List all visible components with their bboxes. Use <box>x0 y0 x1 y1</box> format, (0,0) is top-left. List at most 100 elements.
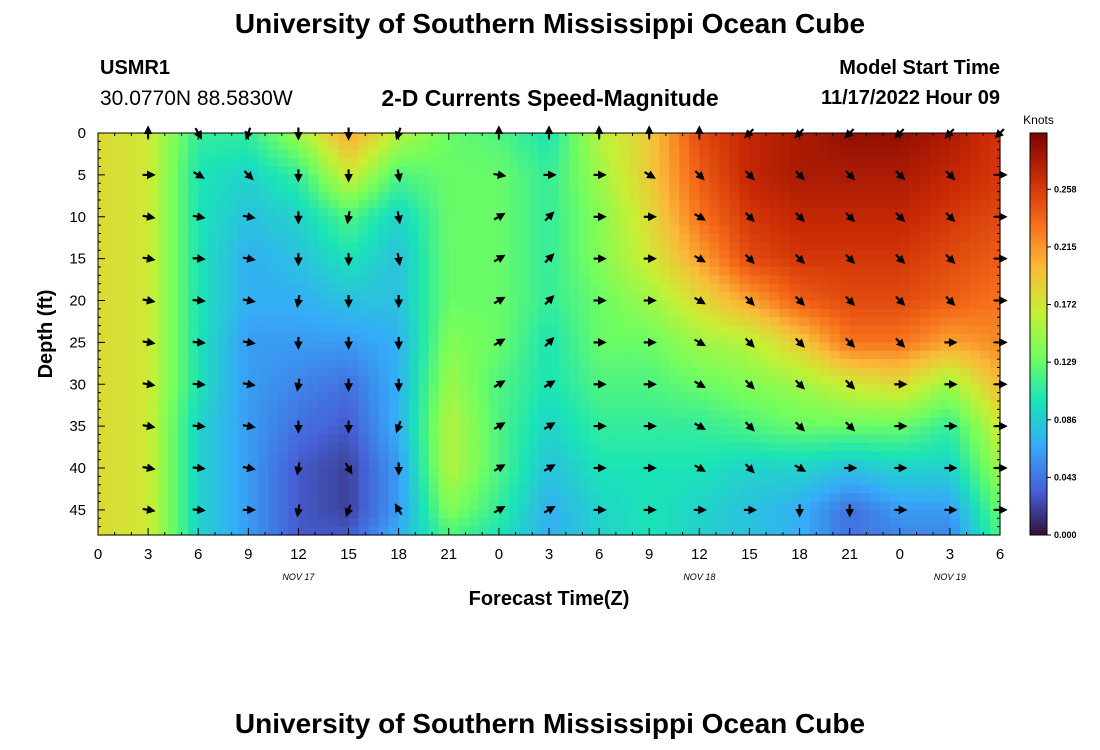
heatmap-cell <box>178 174 189 184</box>
heatmap-cell <box>639 225 650 235</box>
heatmap-cell <box>368 292 380 302</box>
heatmap-cell <box>839 426 851 436</box>
heatmap-cell <box>288 359 300 369</box>
heatmap-cell <box>939 442 951 452</box>
heatmap-cell <box>238 342 249 352</box>
heatmap-cell <box>128 292 139 302</box>
heatmap-cell <box>669 267 680 276</box>
heatmap-cell <box>188 275 199 285</box>
heatmap-cell <box>969 375 981 385</box>
heatmap-cell <box>909 409 921 419</box>
heatmap-cell <box>649 367 660 377</box>
heatmap-cell <box>869 375 881 385</box>
heatmap-cell <box>428 417 440 427</box>
heatmap-cell <box>138 526 149 536</box>
heatmap-cell <box>829 409 841 419</box>
heatmap-cell <box>749 225 761 235</box>
heatmap-cell <box>639 283 650 293</box>
heatmap-cell <box>939 451 951 461</box>
heatmap-cell <box>609 267 620 276</box>
heatmap-cell <box>579 384 590 394</box>
heatmap-cell <box>478 133 490 142</box>
heatmap-cell <box>909 191 921 201</box>
heatmap-cell <box>508 342 520 352</box>
heatmap-cell <box>238 208 249 218</box>
current-arrow <box>192 254 206 263</box>
current-arrow <box>643 170 656 179</box>
heatmap-cell <box>799 250 811 260</box>
current-arrow <box>142 337 156 347</box>
heatmap-cell <box>428 267 440 276</box>
heatmap-cell <box>609 174 620 184</box>
heatmap-cell <box>418 174 430 184</box>
heatmap-cell <box>118 267 129 276</box>
heatmap-cell <box>849 451 861 461</box>
heatmap-cell <box>969 451 981 461</box>
current-arrow <box>242 295 256 305</box>
heatmap-cell <box>348 258 360 268</box>
heatmap-cell <box>779 509 791 519</box>
heatmap-cell <box>268 468 279 477</box>
heatmap-cell <box>328 493 340 503</box>
heatmap-cell <box>288 275 300 285</box>
heatmap-cell <box>258 292 269 302</box>
heatmap-cell <box>318 174 330 184</box>
heatmap-cell <box>388 141 400 151</box>
heatmap-cell <box>408 200 420 209</box>
heatmap-cell <box>408 191 420 201</box>
heatmap-cell <box>298 158 310 168</box>
heatmap-cell <box>859 292 871 302</box>
heatmap-cell <box>969 426 981 436</box>
heatmap-cell <box>729 434 741 444</box>
heatmap-cell <box>228 191 239 201</box>
heatmap-cell <box>829 149 841 159</box>
heatmap-cell <box>238 308 249 318</box>
heatmap-cell <box>679 233 690 243</box>
heatmap-cell <box>408 216 420 226</box>
heatmap-cell <box>378 518 390 528</box>
heatmap-cell <box>669 342 680 352</box>
heatmap-cell <box>909 401 921 410</box>
heatmap-cell <box>919 149 931 159</box>
heatmap-cell <box>518 267 530 276</box>
heatmap-cell <box>328 409 340 419</box>
current-arrow <box>294 462 303 476</box>
heatmap-cell <box>248 484 259 494</box>
heatmap-cell <box>569 484 580 494</box>
heatmap-cell <box>158 208 169 218</box>
heatmap-cell <box>108 476 119 486</box>
heatmap-cell <box>438 191 450 201</box>
heatmap-cell <box>218 250 229 260</box>
heatmap-cell <box>478 334 490 343</box>
heatmap-cell <box>508 417 520 427</box>
current-arrow <box>543 506 556 515</box>
heatmap-cell <box>709 375 720 385</box>
heatmap-cell <box>769 275 781 285</box>
heatmap-cell <box>919 258 931 268</box>
heatmap-cell <box>759 208 771 218</box>
heatmap-cell <box>348 342 360 352</box>
heatmap-cell <box>218 367 229 377</box>
heatmap-cell <box>438 501 450 511</box>
heatmap-cell <box>148 141 159 151</box>
heatmap-cell <box>899 493 911 503</box>
heatmap-cell <box>308 225 320 235</box>
heatmap-cell <box>809 308 821 318</box>
heatmap-cell <box>418 283 430 293</box>
heatmap-cell <box>729 375 741 385</box>
heatmap-cell <box>829 208 841 218</box>
heatmap-cell <box>428 442 440 452</box>
heatmap-cell <box>458 275 470 285</box>
heatmap-cell <box>849 166 861 176</box>
heatmap-cell <box>959 292 971 302</box>
heatmap-cell <box>478 208 490 218</box>
heatmap-cell <box>589 225 600 235</box>
heatmap-cell <box>308 216 320 226</box>
heatmap-cell <box>178 225 189 235</box>
heatmap-cell <box>478 174 490 184</box>
heatmap-cell <box>508 459 520 469</box>
heatmap-cell <box>208 451 219 461</box>
heatmap-cell <box>318 476 330 486</box>
heatmap-cell <box>208 149 219 159</box>
heatmap-cell <box>719 426 730 436</box>
